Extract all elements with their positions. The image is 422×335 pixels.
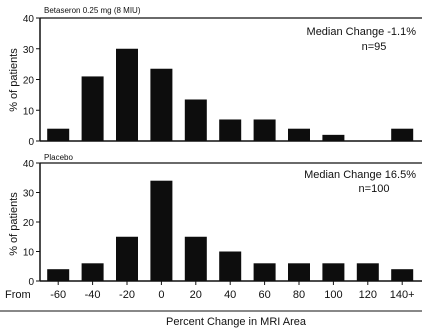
y-tick-label: 40 [23, 159, 35, 170]
bar [253, 263, 276, 281]
bar [81, 76, 104, 141]
bar [150, 68, 173, 141]
bar [116, 236, 138, 281]
x-tick-label: 0 [158, 289, 164, 301]
panel-title: Placebo [44, 153, 73, 162]
x-axis-label: Percent Change in MRI Area [166, 316, 307, 328]
x-tick-label: -20 [119, 289, 135, 301]
bar [322, 263, 345, 281]
y-tick-label: 20 [23, 76, 35, 87]
panel-title: Betaseron 0.25 mg (8 MIU) [44, 6, 141, 15]
x-tick-label: -40 [85, 289, 101, 301]
bar [184, 99, 207, 141]
bar [288, 263, 310, 281]
x-tick-label: 100 [324, 289, 342, 301]
y-axis-label: % of patients [8, 192, 20, 256]
y-tick-label: 10 [23, 248, 35, 259]
y-tick-label: 40 [23, 14, 35, 25]
x-tick-label: 20 [190, 289, 202, 301]
y-tick-label: 0 [28, 137, 34, 148]
bar [391, 269, 414, 281]
y-tick-label: 30 [23, 45, 35, 56]
x-tick-label: 60 [258, 289, 270, 301]
bar [81, 263, 104, 281]
bar [322, 134, 345, 141]
y-tick-label: 20 [23, 218, 35, 229]
x-tick-label: 140+ [390, 289, 415, 301]
placebo-panel: Placebo Median Change 16.5% n=100 % of p… [8, 153, 422, 288]
bar [219, 119, 242, 141]
y-axis-label: % of patients [8, 48, 20, 112]
y-tick-label: 30 [23, 189, 35, 200]
x-axis-prefix: From [5, 289, 31, 301]
n-annotation: n=100 [359, 183, 390, 195]
bar [184, 236, 207, 281]
bar [47, 269, 70, 281]
bar [391, 128, 414, 141]
betaseron-panel: Betaseron 0.25 mg (8 MIU) Median Change … [8, 6, 422, 148]
x-tick-label: 120 [359, 289, 377, 301]
y-tick-label: 10 [23, 106, 35, 117]
median-annotation: Median Change -1.1% [307, 26, 417, 38]
x-tick-label: 40 [224, 289, 236, 301]
median-annotation: Median Change 16.5% [304, 169, 416, 181]
y-tick-label: 0 [28, 277, 34, 288]
x-tick-label: 80 [293, 289, 305, 301]
bar [288, 128, 310, 141]
bar [150, 180, 173, 281]
bar [47, 128, 70, 141]
x-axis: From Percent Change in MRI Area -60 -40 -2… [0, 281, 422, 328]
bar [356, 263, 379, 281]
bar [253, 119, 276, 141]
bar [116, 48, 138, 141]
n-annotation: n=95 [362, 41, 387, 53]
x-tick-label: -60 [50, 289, 66, 301]
bar [219, 251, 242, 281]
